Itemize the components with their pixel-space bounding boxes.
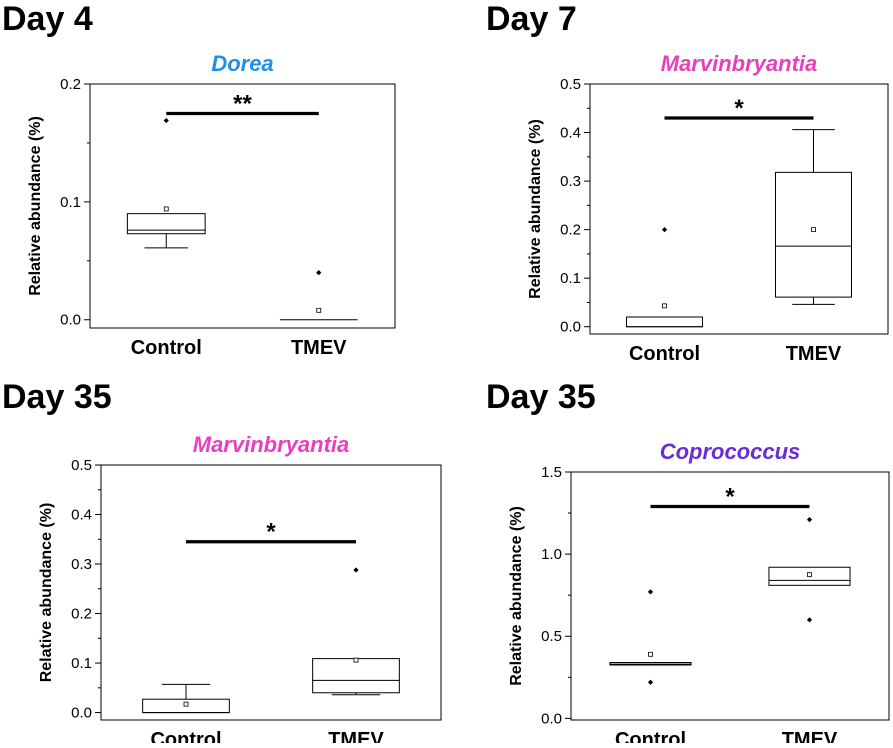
chart-title: Marvinbryantia xyxy=(193,432,350,457)
significance-label: ** xyxy=(233,90,252,117)
y-axis-title: Relative abundance (%) xyxy=(508,506,525,686)
chart-title: Dorea xyxy=(211,51,273,76)
x-tick-label: Control xyxy=(629,343,700,365)
box xyxy=(775,171,852,298)
y-tick-label: 0.3 xyxy=(560,173,581,190)
significance-label: * xyxy=(725,483,735,510)
y-tick-label: 1.0 xyxy=(541,546,562,563)
mean-marker xyxy=(648,651,653,657)
y-tick-label: 0.2 xyxy=(560,222,581,239)
x-tick-label: TMEV xyxy=(291,337,347,359)
box xyxy=(768,566,851,586)
box-plot-chart: 0.0 0.1 0.2 0.3 0.4 0.5 Control TMEV Relative ab… xyxy=(38,432,442,748)
mean-marker xyxy=(163,206,169,212)
y-tick-label: 0.1 xyxy=(560,270,581,287)
panel-label: Day 4 xyxy=(2,0,93,38)
panel-day7-marvinbryantia: Day 7 0.0 0.1 0.2 0.3 0.4 0.5 Control TMEV Relat… xyxy=(446,0,893,372)
mean-marker xyxy=(811,227,816,233)
box xyxy=(626,316,703,328)
outlier-point xyxy=(647,679,654,685)
y-tick-label: 0.2 xyxy=(71,606,92,623)
y-tick-label: 0.0 xyxy=(560,319,581,336)
plot-frame xyxy=(100,464,442,721)
significance-label: * xyxy=(734,95,744,122)
y-tick-label: 0.1 xyxy=(60,194,81,211)
chart-title: Coprococcus xyxy=(660,439,801,464)
y-axis-title: Relative abundance (%) xyxy=(38,503,55,683)
y-tick-label: 0.3 xyxy=(71,556,92,573)
x-tick-label: TMEV xyxy=(328,729,384,743)
significance-label: * xyxy=(266,519,276,546)
panel-day35-marvinbryantia: Day 35 0.0 0.1 0.2 0.3 0.4 0.5 Control TMEV Rela… xyxy=(0,372,446,748)
y-tick-label: 0.4 xyxy=(560,125,581,142)
box xyxy=(126,213,206,235)
plot-frame xyxy=(589,83,889,335)
x-tick-label: Control xyxy=(615,729,686,743)
outlier-point xyxy=(661,227,668,233)
chart-title: Marvinbryantia xyxy=(661,51,818,76)
y-tick-label: 0.0 xyxy=(60,312,81,329)
outlier-point xyxy=(353,567,359,573)
outlier-point xyxy=(316,269,322,276)
y-tick-label: 0.5 xyxy=(71,457,92,474)
plot-frame xyxy=(570,471,890,721)
y-tick-label: 0.0 xyxy=(541,710,562,727)
outlier-point xyxy=(806,517,813,523)
y-axis-title: Relative abundance (%) xyxy=(527,119,544,299)
y-tick-label: 0.0 xyxy=(71,705,92,722)
x-tick-label: Control xyxy=(150,729,221,743)
y-axis-title: Relative abundance (%) xyxy=(27,116,44,296)
x-tick-label: Control xyxy=(131,337,202,359)
y-tick-label: 1.5 xyxy=(541,464,562,481)
y-tick-label: 0.1 xyxy=(71,655,92,672)
x-tick-label: TMEV xyxy=(782,729,838,743)
mean-marker xyxy=(353,657,359,663)
mean-marker xyxy=(316,307,322,313)
y-tick-label: 0.4 xyxy=(71,507,92,524)
outlier-point xyxy=(806,617,813,623)
box xyxy=(312,658,400,694)
y-tick-label: 0.5 xyxy=(541,628,562,645)
panel-day35-coprococcus: Day 35 0.0 0.5 1.0 1.5 Control TMEV Relative a… xyxy=(446,372,893,748)
y-tick-label: 0.2 xyxy=(60,76,81,93)
plot-frame xyxy=(89,83,396,329)
box-plot-chart: 0.0 0.5 1.0 1.5 Control TMEV Relative abundanc… xyxy=(508,439,890,748)
outlier-point xyxy=(163,117,169,124)
panel-label: Day 7 xyxy=(486,0,577,38)
box-plot-chart: 0.0 0.1 0.2 Control TMEV Relative abundance (… xyxy=(27,51,396,359)
mean-marker xyxy=(183,701,189,707)
panel-label: Day 35 xyxy=(2,378,112,416)
box-plot-chart: 0.0 0.1 0.2 0.3 0.4 0.5 Control TMEV Relative ab… xyxy=(527,51,889,365)
panel-day4-dorea: Day 4 0.0 0.1 0.2 Control TMEV Relative abund… xyxy=(0,0,446,372)
mean-marker xyxy=(807,572,812,578)
outlier-point xyxy=(647,589,654,595)
panel-label: Day 35 xyxy=(486,378,596,416)
x-tick-label: TMEV xyxy=(786,343,842,365)
y-tick-label: 0.5 xyxy=(560,76,581,93)
mean-marker xyxy=(662,303,667,309)
